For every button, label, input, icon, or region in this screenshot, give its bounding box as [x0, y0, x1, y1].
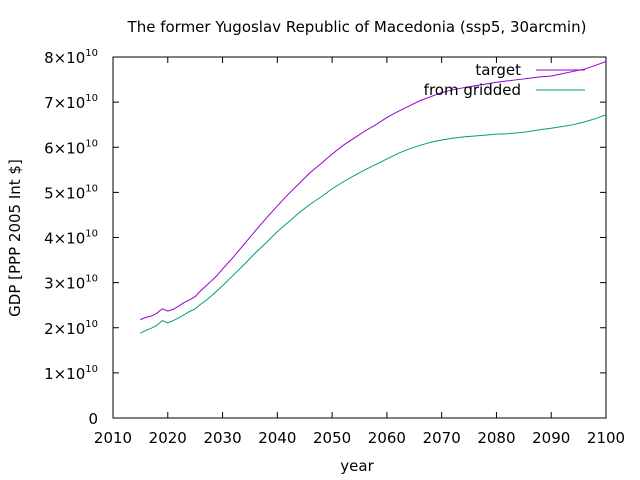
legend-label: from gridded [424, 81, 521, 99]
y-tick-label: 1×1010 [44, 364, 98, 383]
x-tick-label: 2010 [94, 429, 132, 447]
y-tick-label: 7×1010 [44, 93, 98, 112]
y-tick-label: 2×1010 [44, 319, 98, 338]
chart-title: The former Yugoslav Republic of Macedoni… [127, 18, 587, 36]
plot-frame [112, 56, 607, 419]
y-tick-label: 8×1010 [44, 48, 98, 67]
x-tick-label: 2040 [258, 429, 296, 447]
y-tick-label: 6×1010 [44, 138, 98, 157]
x-axis-label: year [340, 457, 374, 475]
x-tick-label: 2100 [587, 429, 625, 447]
series-line-from-gridded [140, 114, 607, 334]
series-line-target [140, 61, 607, 321]
x-tick-label: 2020 [149, 429, 187, 447]
y-tick-label: 4×1010 [44, 229, 98, 248]
x-tick-label: 2090 [532, 429, 570, 447]
x-tick-label: 2050 [313, 429, 351, 447]
x-tick-label: 2030 [203, 429, 241, 447]
axes-layer: 2010 2020 2030 2040 2050 2060 2070 2080 2090 2100… [44, 48, 625, 447]
x-tick-label: 2060 [368, 429, 406, 447]
y-tick-label: 5×1010 [44, 183, 98, 202]
x-tick-label: 2080 [477, 429, 515, 447]
y-tick-label: 0 [88, 410, 98, 428]
legend: target from gridded [424, 61, 585, 99]
y-tick-label: 3×1010 [44, 274, 98, 293]
x-tick-label: 2070 [423, 429, 461, 447]
legend-label: target [475, 61, 521, 79]
y-axis-label: GDP [PPP 2005 Int $] [6, 159, 24, 317]
series-layer [140, 61, 607, 334]
